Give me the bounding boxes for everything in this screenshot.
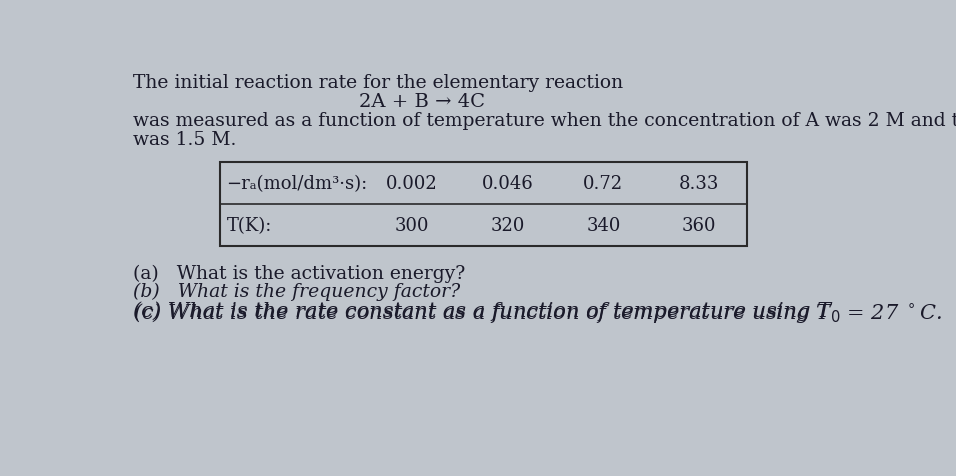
Text: was measured as a function of temperature when the concentration of A was 2 M an: was measured as a function of temperatur… bbox=[134, 112, 956, 129]
Text: The initial reaction rate for the elementary reaction: The initial reaction rate for the elemen… bbox=[134, 74, 623, 92]
Text: 8.33: 8.33 bbox=[679, 175, 720, 192]
Text: (c) What is the rate constant as a function of temperature using T$_0$ = 27 $^\c: (c) What is the rate constant as a funct… bbox=[134, 301, 943, 325]
Text: T(K):: T(K): bbox=[227, 217, 272, 235]
Text: 360: 360 bbox=[682, 217, 717, 235]
Text: 300: 300 bbox=[394, 217, 429, 235]
Text: was 1.5 M.: was 1.5 M. bbox=[134, 131, 237, 149]
Text: (b)   What is the frequency factor?: (b) What is the frequency factor? bbox=[134, 282, 461, 300]
Bar bbox=[220, 162, 748, 247]
Text: 0.046: 0.046 bbox=[482, 175, 533, 192]
Text: 340: 340 bbox=[586, 217, 620, 235]
Text: −rₐ(mol/dm³·s):: −rₐ(mol/dm³·s): bbox=[227, 175, 368, 192]
Text: (c) What is the rate constant as a function of temperature using T: (c) What is the rate constant as a funct… bbox=[134, 301, 832, 320]
Text: (a)   What is the activation energy?: (a) What is the activation energy? bbox=[134, 264, 466, 282]
Text: 0.002: 0.002 bbox=[385, 175, 438, 192]
Text: 0.72: 0.72 bbox=[583, 175, 623, 192]
Text: 2A + B → 4C: 2A + B → 4C bbox=[358, 93, 485, 111]
Text: 320: 320 bbox=[490, 217, 525, 235]
